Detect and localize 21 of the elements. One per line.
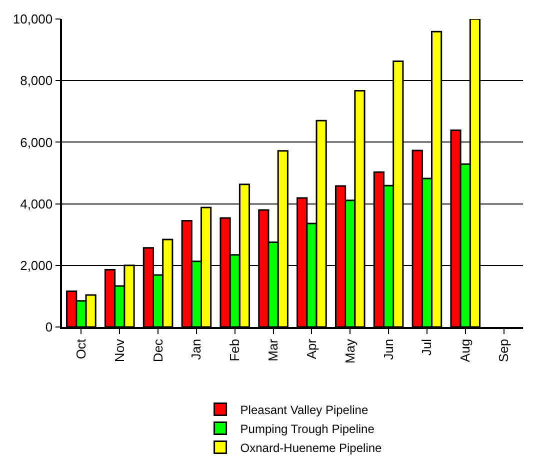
x-tick-label: Dec	[150, 338, 166, 362]
x-tick-label: Apr	[304, 338, 319, 360]
x-tick-label: Jul	[419, 338, 434, 356]
x-tick-label: Oct	[73, 338, 88, 360]
legend-label: Pleasant Valley Pipeline	[240, 402, 368, 417]
legend-label: Pumping Trough Pipeline	[240, 422, 375, 436]
x-tick-label: Nov	[112, 338, 127, 362]
y-tick-label: 8,000	[20, 73, 53, 88]
y-tick-label: 10,000	[12, 12, 53, 27]
legend-label: Oxnard-Hueneme Pipeline	[240, 440, 382, 455]
x-tick-label: Feb	[227, 338, 242, 362]
x-tick-label: May	[342, 338, 358, 364]
x-tick-label: Mar	[266, 338, 281, 362]
x-tick-label: Jun	[380, 338, 396, 360]
y-tick-label: 2,000	[20, 258, 53, 273]
x-tick-label: Aug	[458, 338, 473, 362]
x-tick-label: Sep	[496, 338, 512, 362]
y-tick-label: 4,000	[20, 196, 53, 212]
x-tick-label: Jan	[188, 338, 204, 360]
y-tick-label: 0	[45, 320, 53, 335]
y-tick-label: 6,000	[20, 134, 53, 150]
